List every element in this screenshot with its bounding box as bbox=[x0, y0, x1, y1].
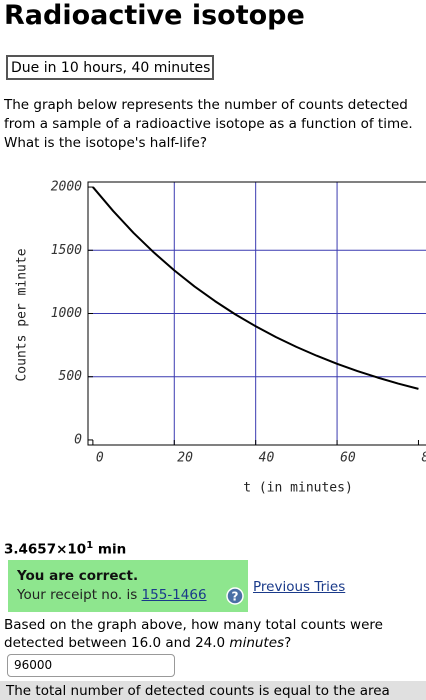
y-tick-label: 2000 bbox=[51, 180, 82, 195]
x-tick-label: 0 bbox=[96, 451, 104, 466]
y-tick-label: 1000 bbox=[51, 306, 82, 321]
y-axis-label: Counts per minute bbox=[15, 248, 30, 381]
feedback-status: You are correct. bbox=[17, 568, 139, 584]
answer-exponent: 1 bbox=[86, 540, 94, 551]
question: The graph below represents the number of… bbox=[4, 97, 413, 151]
data-line bbox=[92, 186, 419, 390]
x-tick-label: 40 bbox=[259, 451, 275, 466]
x-tick-label: 20 bbox=[177, 451, 193, 466]
x-axis-label: t (in minutes) bbox=[243, 481, 353, 496]
receipt-text: Your receipt no. is bbox=[17, 587, 138, 603]
answer-unit: min bbox=[97, 541, 127, 558]
feedback-box: You are correct. Your receipt no. is 155… bbox=[8, 560, 248, 612]
receipt: Your receipt no. is 155-1466 bbox=[17, 587, 207, 603]
answer: 3.4657×101 min bbox=[4, 540, 126, 558]
y-tick-label: 500 bbox=[59, 369, 83, 384]
question-2-text: Based on the graph above, how many total… bbox=[4, 617, 383, 651]
answer-input[interactable]: 96000 bbox=[7, 654, 175, 677]
receipt-link[interactable]: 155-1466 bbox=[141, 587, 207, 603]
hint-bar: The total number of detected counts is e… bbox=[0, 681, 426, 700]
plot-frame bbox=[87, 181, 426, 446]
x-tick-label: 60 bbox=[340, 451, 356, 466]
question-2-end: ? bbox=[284, 635, 292, 651]
due-box: Due in 10 hours, 40 minutes bbox=[6, 55, 214, 80]
previous-tries-link[interactable]: Previous Tries bbox=[253, 579, 346, 595]
page-title: Radioactive isotope bbox=[4, 0, 305, 31]
x-tick-label: 80 bbox=[421, 451, 426, 466]
y-tick-label: 0 bbox=[74, 432, 82, 447]
y-tick-label: 1500 bbox=[51, 243, 82, 258]
chart: Counts per minute t (in minutes) 0 500 100… bbox=[15, 180, 426, 496]
question-2: Based on the graph above, how many total… bbox=[4, 616, 419, 652]
question-2-unit: minutes bbox=[229, 635, 285, 651]
help-icon[interactable]: ? bbox=[226, 587, 244, 605]
svg-text:?: ? bbox=[232, 590, 239, 604]
answer-mantissa: 3.4657×10 bbox=[4, 541, 87, 558]
